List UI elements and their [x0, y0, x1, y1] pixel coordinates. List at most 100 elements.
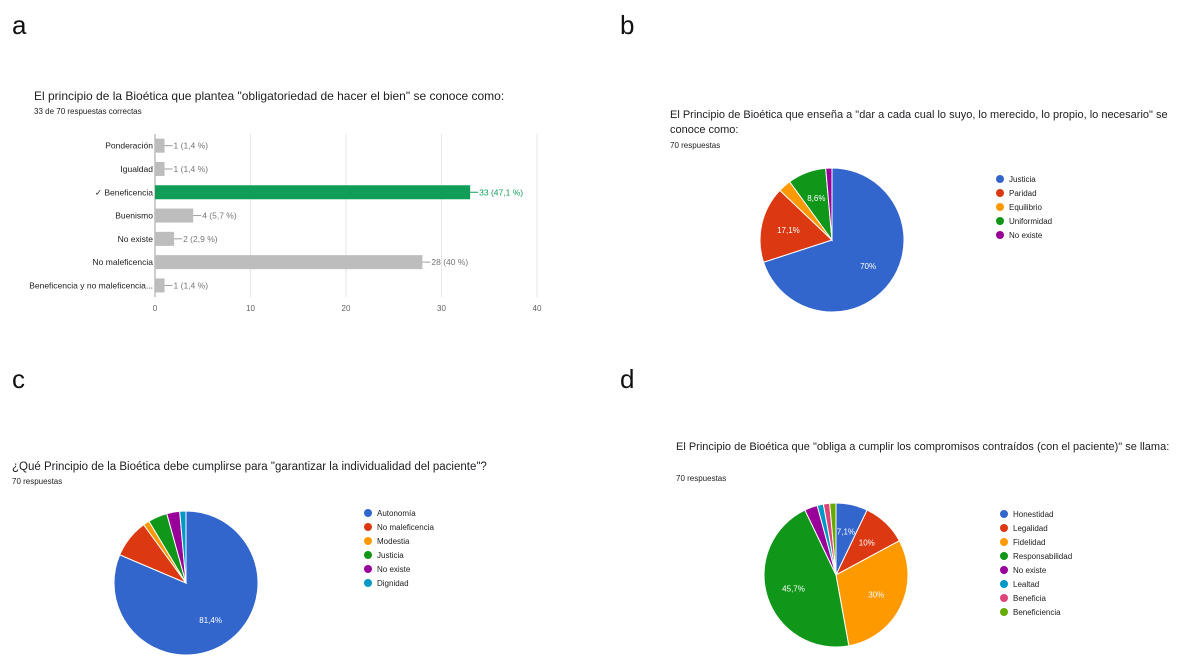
- legend-swatch: [364, 509, 372, 517]
- x-tick-label: 40: [533, 304, 542, 313]
- category-label: ✓ Beneficencia: [95, 187, 153, 197]
- category-label: Buenismo: [115, 211, 153, 221]
- category-label: Igualdad: [120, 164, 153, 174]
- data-label: 1 (1,4 %): [174, 280, 209, 290]
- legend-item-justicia: Justicia: [996, 172, 1052, 186]
- pie-chart-d: 7,1% 10% 30% 45,7%: [763, 502, 909, 648]
- legend-item-honestidad: Honestidad: [1000, 507, 1072, 521]
- bar: [155, 138, 165, 153]
- legend-item-legalidad: Legalidad: [1000, 521, 1072, 535]
- legend-item-no-existe: No existe: [1000, 563, 1072, 577]
- legend-label: Dignidad: [377, 578, 409, 588]
- x-tick-label: 10: [246, 304, 255, 313]
- bar: [155, 208, 194, 223]
- legend-label: Lealtad: [1013, 579, 1040, 589]
- legend-label: Fidelidad: [1013, 537, 1046, 547]
- legend-swatch: [1000, 552, 1008, 560]
- legend-item-fidelidad: Fidelidad: [1000, 535, 1072, 549]
- data-label: 1 (1,4 %): [174, 141, 209, 151]
- legend-swatch: [996, 217, 1004, 225]
- slice-label: 45,7%: [782, 585, 805, 594]
- bar: [155, 161, 165, 176]
- legend-item-no-existe: No existe: [364, 562, 434, 576]
- data-label: 2 (2,9 %): [183, 234, 218, 244]
- category-label: No maleficencia: [93, 257, 154, 267]
- x-tick-label: 20: [342, 304, 351, 313]
- pie-slice-paridad: [759, 189, 833, 263]
- chart-c-title: ¿Qué Principio de la Bioética debe cumpl…: [12, 461, 487, 473]
- legend-label: No existe: [377, 564, 411, 574]
- data-label: 1 (1,4 %): [174, 164, 209, 174]
- legend-swatch: [1000, 594, 1008, 602]
- legend-label: Equilibrio: [1009, 202, 1042, 212]
- panel-letter-c: c: [12, 364, 25, 394]
- bar: [155, 185, 471, 200]
- panel-letter-b: b: [620, 10, 635, 40]
- pie-chart-b: 70% 17,1% 8,6%: [759, 167, 905, 313]
- pie-slice-dignidad: [179, 510, 187, 584]
- legend-c: Autonomía No maleficencia Modestia Justicia…: [364, 506, 434, 590]
- pie-chart-c: 81,4%: [113, 510, 259, 656]
- legend-swatch: [996, 189, 1004, 197]
- pie-slice-autonom-a: [113, 510, 259, 656]
- chart-b-subtitle: 70 respuestas: [670, 141, 721, 150]
- legend-swatch: [1000, 580, 1008, 588]
- slice-label: 81,4%: [199, 616, 222, 625]
- pie-slice-fidelidad: [835, 540, 909, 647]
- pie-slice-responsabilidad: [763, 509, 850, 648]
- bar: [155, 255, 423, 270]
- legend-item-beneficia: Beneficia: [1000, 591, 1072, 605]
- category-label: Beneficencia y no maleficencia...: [29, 280, 153, 290]
- legend-label: Beneficiencia: [1013, 607, 1061, 617]
- legend-item-dignidad: Dignidad: [364, 576, 434, 590]
- x-tick-label: 0: [153, 304, 158, 313]
- slice-label: 10%: [859, 539, 875, 548]
- chart-a-subtitle: 33 de 70 respuestas correctas: [34, 107, 142, 116]
- chart-b-title: El Principio de Bioética que enseña a "d…: [670, 109, 1168, 136]
- legend-item-beneficiencia: Beneficiencia: [1000, 605, 1072, 619]
- category-label: Ponderación: [105, 141, 153, 151]
- legend-swatch: [996, 203, 1004, 211]
- legend-item-justicia: Justicia: [364, 548, 434, 562]
- data-label: 4 (5,7 %): [202, 211, 237, 221]
- legend-swatch: [996, 175, 1004, 183]
- legend-label: Paridad: [1009, 188, 1037, 198]
- legend-item-responsabilidad: Responsabilidad: [1000, 549, 1072, 563]
- legend-label: Honestidad: [1013, 509, 1054, 519]
- chart-d-title: El Principio de Bioética que "obliga a c…: [676, 441, 1170, 453]
- pie-slice-no-existe: [825, 167, 833, 241]
- legend-item-no-maleficencia: No maleficencia: [364, 520, 434, 534]
- legend-swatch: [1000, 524, 1008, 532]
- legend-label: Autonomía: [377, 508, 416, 518]
- legend-swatch: [1000, 510, 1008, 518]
- legend-label: No existe: [1013, 565, 1047, 575]
- legend-item-autonom-a: Autonomía: [364, 506, 434, 520]
- data-label: 33 (47,1 %): [479, 187, 523, 197]
- legend-swatch: [364, 537, 372, 545]
- bar-chart-a: 0 10 20 30 40 Ponderación 1 (1,4 %) Igualdad 1 (…: [29, 134, 542, 313]
- legend-label: Modestia: [377, 536, 410, 546]
- legend-label: No maleficencia: [377, 522, 434, 532]
- category-label: No existe: [118, 234, 154, 244]
- legend-label: Justicia: [1009, 174, 1036, 184]
- legend-item-modestia: Modestia: [364, 534, 434, 548]
- bar: [155, 231, 175, 246]
- legend-d: Honestidad Legalidad Fidelidad Responsabili…: [1000, 507, 1072, 619]
- slice-label: 70%: [860, 262, 876, 271]
- legend-swatch: [364, 551, 372, 559]
- legend-label: No existe: [1009, 230, 1043, 240]
- legend-swatch: [364, 523, 372, 531]
- chart-d-subtitle: 70 respuestas: [676, 474, 727, 483]
- legend-swatch: [364, 579, 372, 587]
- pie-slice-beneficiencia: [829, 502, 837, 576]
- pie-slice-justicia: [762, 167, 905, 313]
- bar: [155, 278, 165, 293]
- legend-swatch: [364, 565, 372, 573]
- legend-swatch: [1000, 538, 1008, 546]
- legend-item-lealtad: Lealtad: [1000, 577, 1072, 591]
- slice-label: 8,6%: [807, 194, 825, 203]
- x-tick-label: 30: [437, 304, 446, 313]
- legend-label: Justicia: [377, 550, 404, 560]
- legend-swatch: [1000, 608, 1008, 616]
- chart-a-title: El principio de la Bioética que plantea …: [34, 89, 505, 103]
